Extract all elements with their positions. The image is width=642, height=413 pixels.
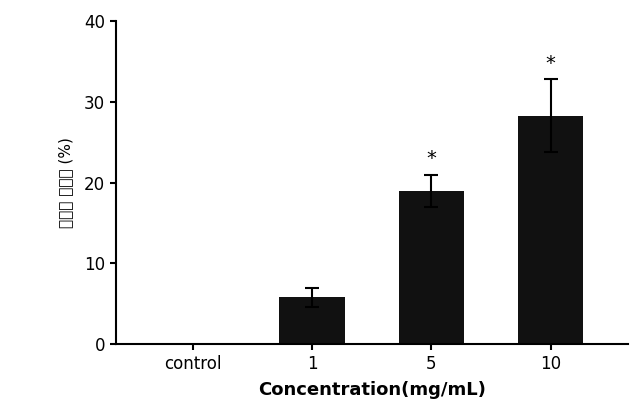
Text: *: * <box>426 149 437 168</box>
X-axis label: Concentration(mg/mL): Concentration(mg/mL) <box>258 381 486 399</box>
Bar <box>279 297 345 344</box>
Y-axis label: 혁소판 응집률 (%): 혁소판 응집률 (%) <box>58 137 73 228</box>
Bar <box>399 191 464 344</box>
Bar <box>518 116 584 344</box>
Text: *: * <box>546 54 555 73</box>
